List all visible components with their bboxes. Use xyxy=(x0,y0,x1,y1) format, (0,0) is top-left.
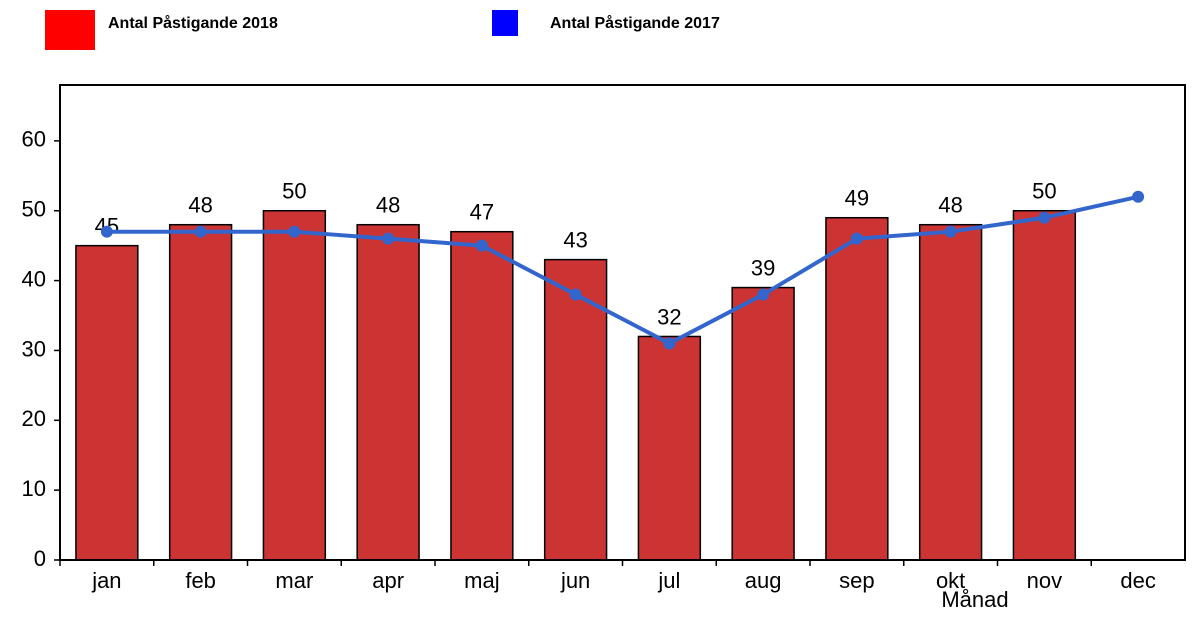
line-point xyxy=(194,225,207,238)
data-label: 49 xyxy=(845,186,869,211)
bar xyxy=(168,223,233,561)
bar xyxy=(918,223,983,561)
data-label: 39 xyxy=(751,255,775,280)
data-label: 50 xyxy=(1032,179,1056,204)
line-point xyxy=(1132,190,1145,203)
y-tick-label: 10 xyxy=(22,476,46,501)
x-tick-label: maj xyxy=(464,568,499,593)
bar xyxy=(731,286,795,561)
bar xyxy=(543,258,608,561)
line-point xyxy=(663,337,676,350)
line xyxy=(106,194,1139,346)
bar xyxy=(1012,209,1077,561)
x-tick-label: jul xyxy=(657,568,680,593)
legend-label: Antal Påstigande 2018 xyxy=(108,14,278,32)
data-label: 47 xyxy=(470,200,494,225)
bar xyxy=(637,335,702,561)
x-tick-label: nov xyxy=(1027,568,1062,593)
x-tick-label: jan xyxy=(91,568,121,593)
y-tick-label: 30 xyxy=(22,336,46,361)
y-tick-label: 20 xyxy=(22,406,46,431)
bar xyxy=(356,223,420,561)
x-tick-label: feb xyxy=(185,568,216,593)
bar xyxy=(262,209,327,561)
line-point xyxy=(569,288,582,301)
data-label: 32 xyxy=(657,304,681,329)
x-tick-label: okt xyxy=(936,568,965,593)
line-point xyxy=(382,232,395,245)
line-point xyxy=(757,288,770,301)
y-tick-label: 60 xyxy=(22,127,46,152)
bar xyxy=(450,230,514,561)
x-tick-label: sep xyxy=(839,568,874,593)
bar xyxy=(75,244,139,561)
x-tick-label: dec xyxy=(1120,568,1155,593)
data-label: 43 xyxy=(563,227,587,252)
x-axis-label: Månad xyxy=(941,587,1008,612)
y-tick-label: 50 xyxy=(22,197,46,222)
data-label: 48 xyxy=(188,193,212,218)
legend-label: Antal Påstigande 2017 xyxy=(550,14,720,32)
data-label: 48 xyxy=(938,193,962,218)
legend-swatch xyxy=(45,10,95,50)
x-tick-label: apr xyxy=(372,568,404,593)
x-tick-label: mar xyxy=(275,568,313,593)
line-point xyxy=(1038,211,1051,224)
x-tick-label: jun xyxy=(560,568,590,593)
line-point xyxy=(944,225,957,238)
line-point xyxy=(100,225,113,238)
bar xyxy=(825,216,889,561)
y-tick-label: 0 xyxy=(34,546,46,571)
line-point xyxy=(475,239,488,252)
data-label: 50 xyxy=(282,179,306,204)
line-point xyxy=(850,232,863,245)
plot-frame xyxy=(59,84,1186,561)
line-point xyxy=(288,225,301,238)
data-label: 48 xyxy=(376,193,400,218)
y-tick-label: 40 xyxy=(22,266,46,291)
legend-swatch xyxy=(492,10,518,36)
x-tick-label: aug xyxy=(745,568,782,593)
